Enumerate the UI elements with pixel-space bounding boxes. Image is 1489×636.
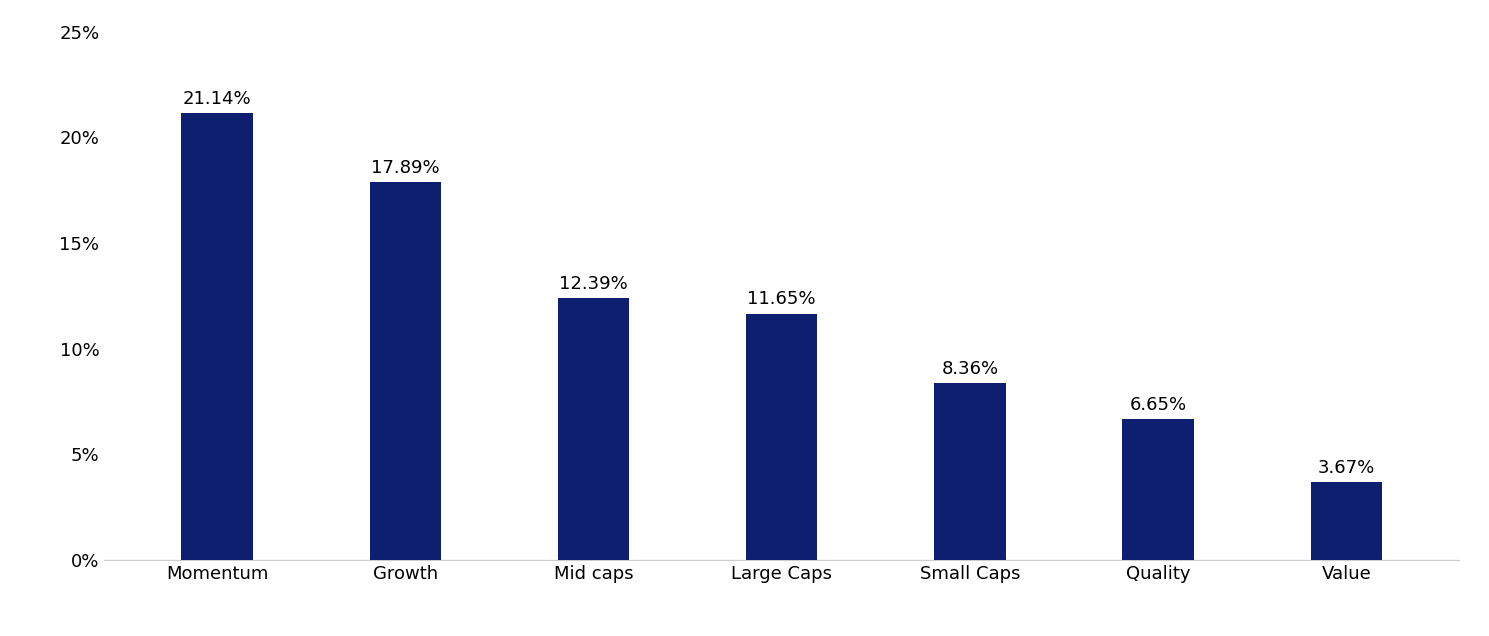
Bar [1123,419,1194,560]
Bar [369,182,441,560]
Text: 11.65%: 11.65% [747,291,816,308]
Text: 21.14%: 21.14% [183,90,252,108]
Bar [558,298,630,560]
Bar [182,113,253,560]
Bar [1310,482,1382,560]
Text: 3.67%: 3.67% [1318,459,1374,477]
Bar [934,383,1005,560]
Bar [746,314,817,560]
Text: 12.39%: 12.39% [560,275,628,293]
Text: 8.36%: 8.36% [941,360,999,378]
Text: 6.65%: 6.65% [1130,396,1187,414]
Text: 17.89%: 17.89% [371,158,439,177]
